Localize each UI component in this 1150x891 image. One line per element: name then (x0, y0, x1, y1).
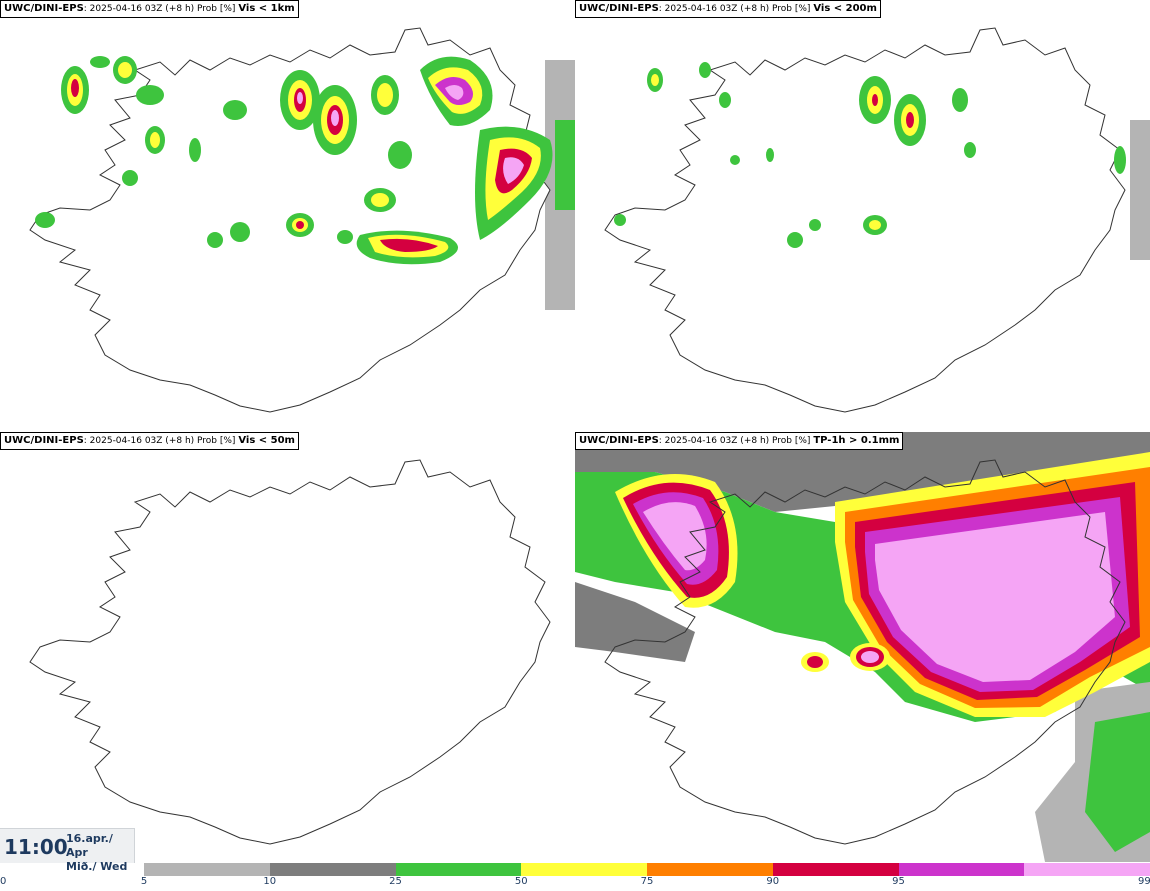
model-name: UWC/DINI-EPS (579, 3, 659, 14)
run-info: : 2025-04-16 03Z (+8 h) Prob [%] (658, 4, 811, 14)
parameter-label: Vis < 200m (813, 3, 877, 14)
colorbar-tick-label: 95 (892, 876, 905, 887)
colorbar-tick-label: 90 (766, 876, 780, 887)
iceland-map (29, 459, 551, 845)
run-info: : 2025-04-16 03Z (+8 h) Prob [%] (83, 436, 236, 446)
valid-time-box: 11:00 16.apr./ Apr Mið./ Wed (0, 828, 135, 873)
colorbar-segment (269, 863, 396, 876)
panel-title: UWC/DINI-EPS: 2025-04-16 03Z (+8 h) Prob… (0, 432, 299, 450)
iceland-map (29, 27, 575, 413)
parameter-label: TP-1h > 0.1mm (813, 435, 900, 446)
colorbar-segment (521, 863, 647, 876)
panel-title: UWC/DINI-EPS: 2025-04-16 03Z (+8 h) Prob… (0, 0, 299, 18)
colorbar-tick-label: 5 (140, 876, 148, 887)
probability-colorbar (144, 863, 1150, 876)
panel-title: UWC/DINI-EPS: 2025-04-16 03Z (+8 h) Prob… (575, 432, 904, 450)
valid-hour: 11:00 (4, 835, 68, 859)
model-name: UWC/DINI-EPS (4, 3, 84, 14)
run-info: : 2025-04-16 03Z (+8 h) Prob [%] (658, 436, 811, 446)
model-name: UWC/DINI-EPS (4, 435, 84, 446)
colorbar-segment (898, 863, 1025, 876)
map-panel-vis-200m: UWC/DINI-EPS: 2025-04-16 03Z (+8 h) Prob… (575, 0, 1150, 430)
panel-title: UWC/DINI-EPS: 2025-04-16 03Z (+8 h) Prob… (575, 0, 881, 18)
colorbar-tick-label: 50 (514, 876, 528, 887)
valid-date: 16.apr./ Apr Mið./ Wed (66, 832, 134, 874)
parameter-label: Vis < 50m (238, 435, 295, 446)
colorbar-tick-label: 99 (1138, 876, 1150, 887)
colorbar-segment (772, 863, 899, 876)
model-name: UWC/DINI-EPS (579, 435, 659, 446)
colorbar-segment (144, 863, 270, 876)
colorbar-tick-label: 75 (640, 876, 654, 887)
valid-date-line2: Mið./ Wed (66, 860, 128, 873)
iceland-map (575, 432, 1150, 862)
map-panel-vis-1km: UWC/DINI-EPS: 2025-04-16 03Z (+8 h) Prob… (0, 0, 575, 430)
colorbar-tick-label: 0 (0, 876, 7, 887)
colorbar-tick-label: 25 (389, 876, 402, 887)
parameter-label: Vis < 1km (238, 3, 295, 14)
valid-date-line1: 16.apr./ Apr (66, 832, 113, 859)
map-panel-precip: UWC/DINI-EPS: 2025-04-16 03Z (+8 h) Prob… (575, 432, 1150, 862)
map-panel-vis-50m: UWC/DINI-EPS: 2025-04-16 03Z (+8 h) Prob… (0, 432, 575, 862)
colorbar-segment (395, 863, 522, 876)
colorbar-tick-label: 10 (263, 876, 277, 887)
run-info: : 2025-04-16 03Z (+8 h) Prob [%] (83, 4, 236, 14)
colorbar-segment (647, 863, 773, 876)
colorbar-segment (1024, 863, 1150, 876)
iceland-map (604, 27, 1150, 413)
